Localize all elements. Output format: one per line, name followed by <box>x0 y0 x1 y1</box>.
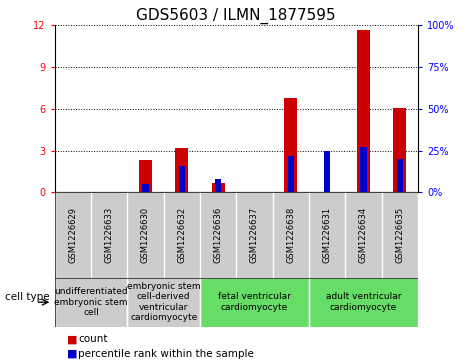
Bar <box>237 192 273 278</box>
Bar <box>360 147 367 192</box>
Bar <box>175 148 188 192</box>
Text: GSM1226635: GSM1226635 <box>395 207 404 263</box>
Bar <box>91 192 127 278</box>
Text: cell type: cell type <box>5 292 49 302</box>
Bar <box>179 166 185 192</box>
Text: count: count <box>78 334 108 344</box>
Text: GSM1226638: GSM1226638 <box>286 207 295 263</box>
Bar <box>309 278 418 327</box>
Text: GSM1226636: GSM1226636 <box>214 207 223 263</box>
Bar <box>127 278 200 327</box>
Title: GDS5603 / ILMN_1877595: GDS5603 / ILMN_1877595 <box>136 8 336 24</box>
Bar <box>393 107 406 192</box>
Text: undifferentiated
embryonic stem
cell: undifferentiated embryonic stem cell <box>54 287 128 317</box>
Bar <box>139 160 152 192</box>
Text: ■: ■ <box>66 349 77 359</box>
Bar <box>285 98 297 192</box>
Text: GSM1226629: GSM1226629 <box>68 207 77 263</box>
Bar <box>200 278 309 327</box>
Bar <box>55 192 91 278</box>
Bar <box>397 159 403 192</box>
Bar <box>345 192 381 278</box>
Bar <box>215 179 221 192</box>
Bar <box>212 183 225 192</box>
Text: GSM1226633: GSM1226633 <box>104 207 114 263</box>
Bar <box>381 192 418 278</box>
Bar <box>324 151 331 192</box>
Bar <box>200 192 237 278</box>
Bar <box>357 29 370 192</box>
Text: GSM1226632: GSM1226632 <box>177 207 186 263</box>
Bar <box>273 192 309 278</box>
Text: percentile rank within the sample: percentile rank within the sample <box>78 349 254 359</box>
Bar <box>163 192 200 278</box>
Bar <box>309 192 345 278</box>
Text: ■: ■ <box>66 334 77 344</box>
Text: embryonic stem
cell-derived
ventricular
cardiomyocyte: embryonic stem cell-derived ventricular … <box>127 282 200 322</box>
Text: GSM1226630: GSM1226630 <box>141 207 150 263</box>
Bar <box>127 192 163 278</box>
Text: GSM1226637: GSM1226637 <box>250 207 259 263</box>
Text: GSM1226631: GSM1226631 <box>323 207 332 263</box>
Text: GSM1226634: GSM1226634 <box>359 207 368 263</box>
Text: fetal ventricular
cardiomyocyte: fetal ventricular cardiomyocyte <box>218 293 291 312</box>
Bar <box>55 278 127 327</box>
Bar <box>287 156 294 192</box>
Bar <box>142 184 149 192</box>
Text: adult ventricular
cardiomyocyte: adult ventricular cardiomyocyte <box>326 293 401 312</box>
